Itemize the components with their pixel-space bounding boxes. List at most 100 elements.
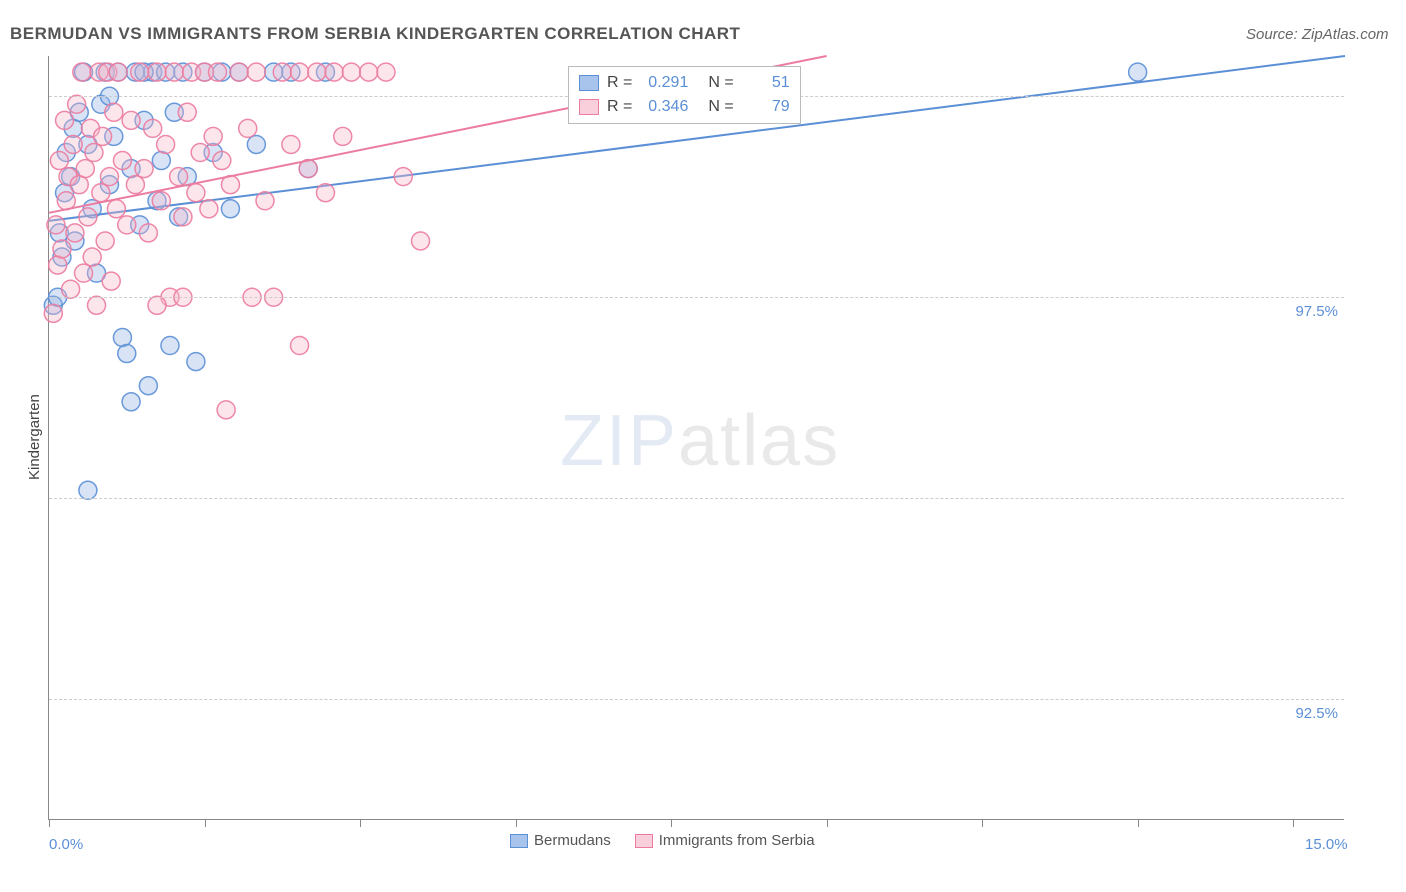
data-point: [239, 119, 257, 137]
data-point: [291, 337, 309, 355]
data-point: [79, 481, 97, 499]
data-point: [187, 353, 205, 371]
data-point: [273, 63, 291, 81]
x-tick: [827, 819, 828, 827]
data-point: [144, 119, 162, 137]
data-point: [148, 296, 166, 314]
x-tick: [516, 819, 517, 827]
stat-n-value: 51: [742, 71, 790, 95]
data-point: [208, 63, 226, 81]
series-swatch: [579, 99, 599, 115]
data-point: [256, 192, 274, 210]
data-point: [76, 160, 94, 178]
x-tick-label: 0.0%: [49, 836, 83, 853]
legend-item: Bermudans: [510, 832, 611, 849]
data-point: [83, 248, 101, 266]
data-point: [79, 208, 97, 226]
data-point: [204, 127, 222, 145]
data-point: [1129, 63, 1147, 81]
legend-label: Immigrants from Serbia: [659, 832, 815, 849]
data-point: [70, 176, 88, 194]
data-point: [102, 272, 120, 290]
data-point: [118, 345, 136, 363]
data-point: [66, 224, 84, 242]
data-point: [325, 63, 343, 81]
legend-swatch: [635, 834, 653, 848]
x-tick: [1293, 819, 1294, 827]
data-point: [139, 377, 157, 395]
data-point: [360, 63, 378, 81]
data-point: [394, 168, 412, 186]
data-point: [96, 232, 114, 250]
data-point: [85, 144, 103, 162]
source-attribution: Source: ZipAtlas.com: [1246, 26, 1389, 43]
x-tick-label: 15.0%: [1305, 836, 1348, 853]
gridline: [49, 699, 1344, 700]
y-axis-label: Kindergarten: [26, 394, 43, 480]
data-point: [342, 63, 360, 81]
data-point: [230, 63, 248, 81]
data-point: [308, 63, 326, 81]
stat-r-label: R =: [607, 95, 632, 119]
data-point: [157, 135, 175, 153]
data-point: [187, 184, 205, 202]
scatter-svg: [49, 56, 1345, 820]
data-point: [75, 264, 93, 282]
data-point: [126, 176, 144, 194]
data-point: [282, 135, 300, 153]
data-point: [200, 200, 218, 218]
data-point: [221, 200, 239, 218]
data-point: [107, 200, 125, 218]
data-point: [247, 63, 265, 81]
legend-swatch: [510, 834, 528, 848]
data-point: [49, 256, 67, 274]
data-point: [62, 280, 80, 298]
x-tick: [49, 819, 50, 827]
data-point: [44, 304, 62, 322]
data-point: [139, 224, 157, 242]
correlation-stats-box: R =0.291N =51R =0.346N =79: [568, 66, 801, 124]
data-point: [247, 135, 265, 153]
data-point: [56, 111, 74, 129]
x-tick: [1138, 819, 1139, 827]
data-point: [53, 240, 71, 258]
data-point: [100, 168, 118, 186]
data-point: [291, 63, 309, 81]
data-point: [174, 208, 192, 226]
data-point: [131, 63, 149, 81]
gridline: [49, 297, 1344, 298]
data-point: [316, 184, 334, 202]
data-point: [191, 144, 209, 162]
y-tick-label: 97.5%: [1295, 303, 1338, 320]
data-point: [165, 63, 183, 81]
data-point: [47, 216, 65, 234]
data-point: [178, 103, 196, 121]
y-tick-label: 92.5%: [1295, 705, 1338, 722]
stat-r-value: 0.346: [640, 95, 688, 119]
chart-container: BERMUDAN VS IMMIGRANTS FROM SERBIA KINDE…: [0, 0, 1406, 892]
data-point: [161, 337, 179, 355]
data-point: [64, 135, 82, 153]
data-point: [122, 393, 140, 411]
plot-area: 92.5%97.5%0.0%15.0%: [48, 56, 1344, 820]
data-point: [412, 232, 430, 250]
x-tick: [671, 819, 672, 827]
data-point: [113, 328, 131, 346]
data-point: [109, 63, 127, 81]
x-tick: [205, 819, 206, 827]
legend-item: Immigrants from Serbia: [635, 832, 815, 849]
data-point: [68, 95, 86, 113]
stat-r-value: 0.291: [640, 71, 688, 95]
data-point: [334, 127, 352, 145]
stats-row: R =0.291N =51: [579, 71, 790, 95]
data-point: [152, 152, 170, 170]
stat-n-label: N =: [708, 71, 733, 95]
data-point: [88, 296, 106, 314]
legend-label: Bermudans: [534, 832, 611, 849]
data-point: [118, 216, 136, 234]
data-point: [105, 103, 123, 121]
data-point: [152, 192, 170, 210]
data-point: [170, 168, 188, 186]
stat-n-value: 79: [742, 95, 790, 119]
x-tick: [360, 819, 361, 827]
